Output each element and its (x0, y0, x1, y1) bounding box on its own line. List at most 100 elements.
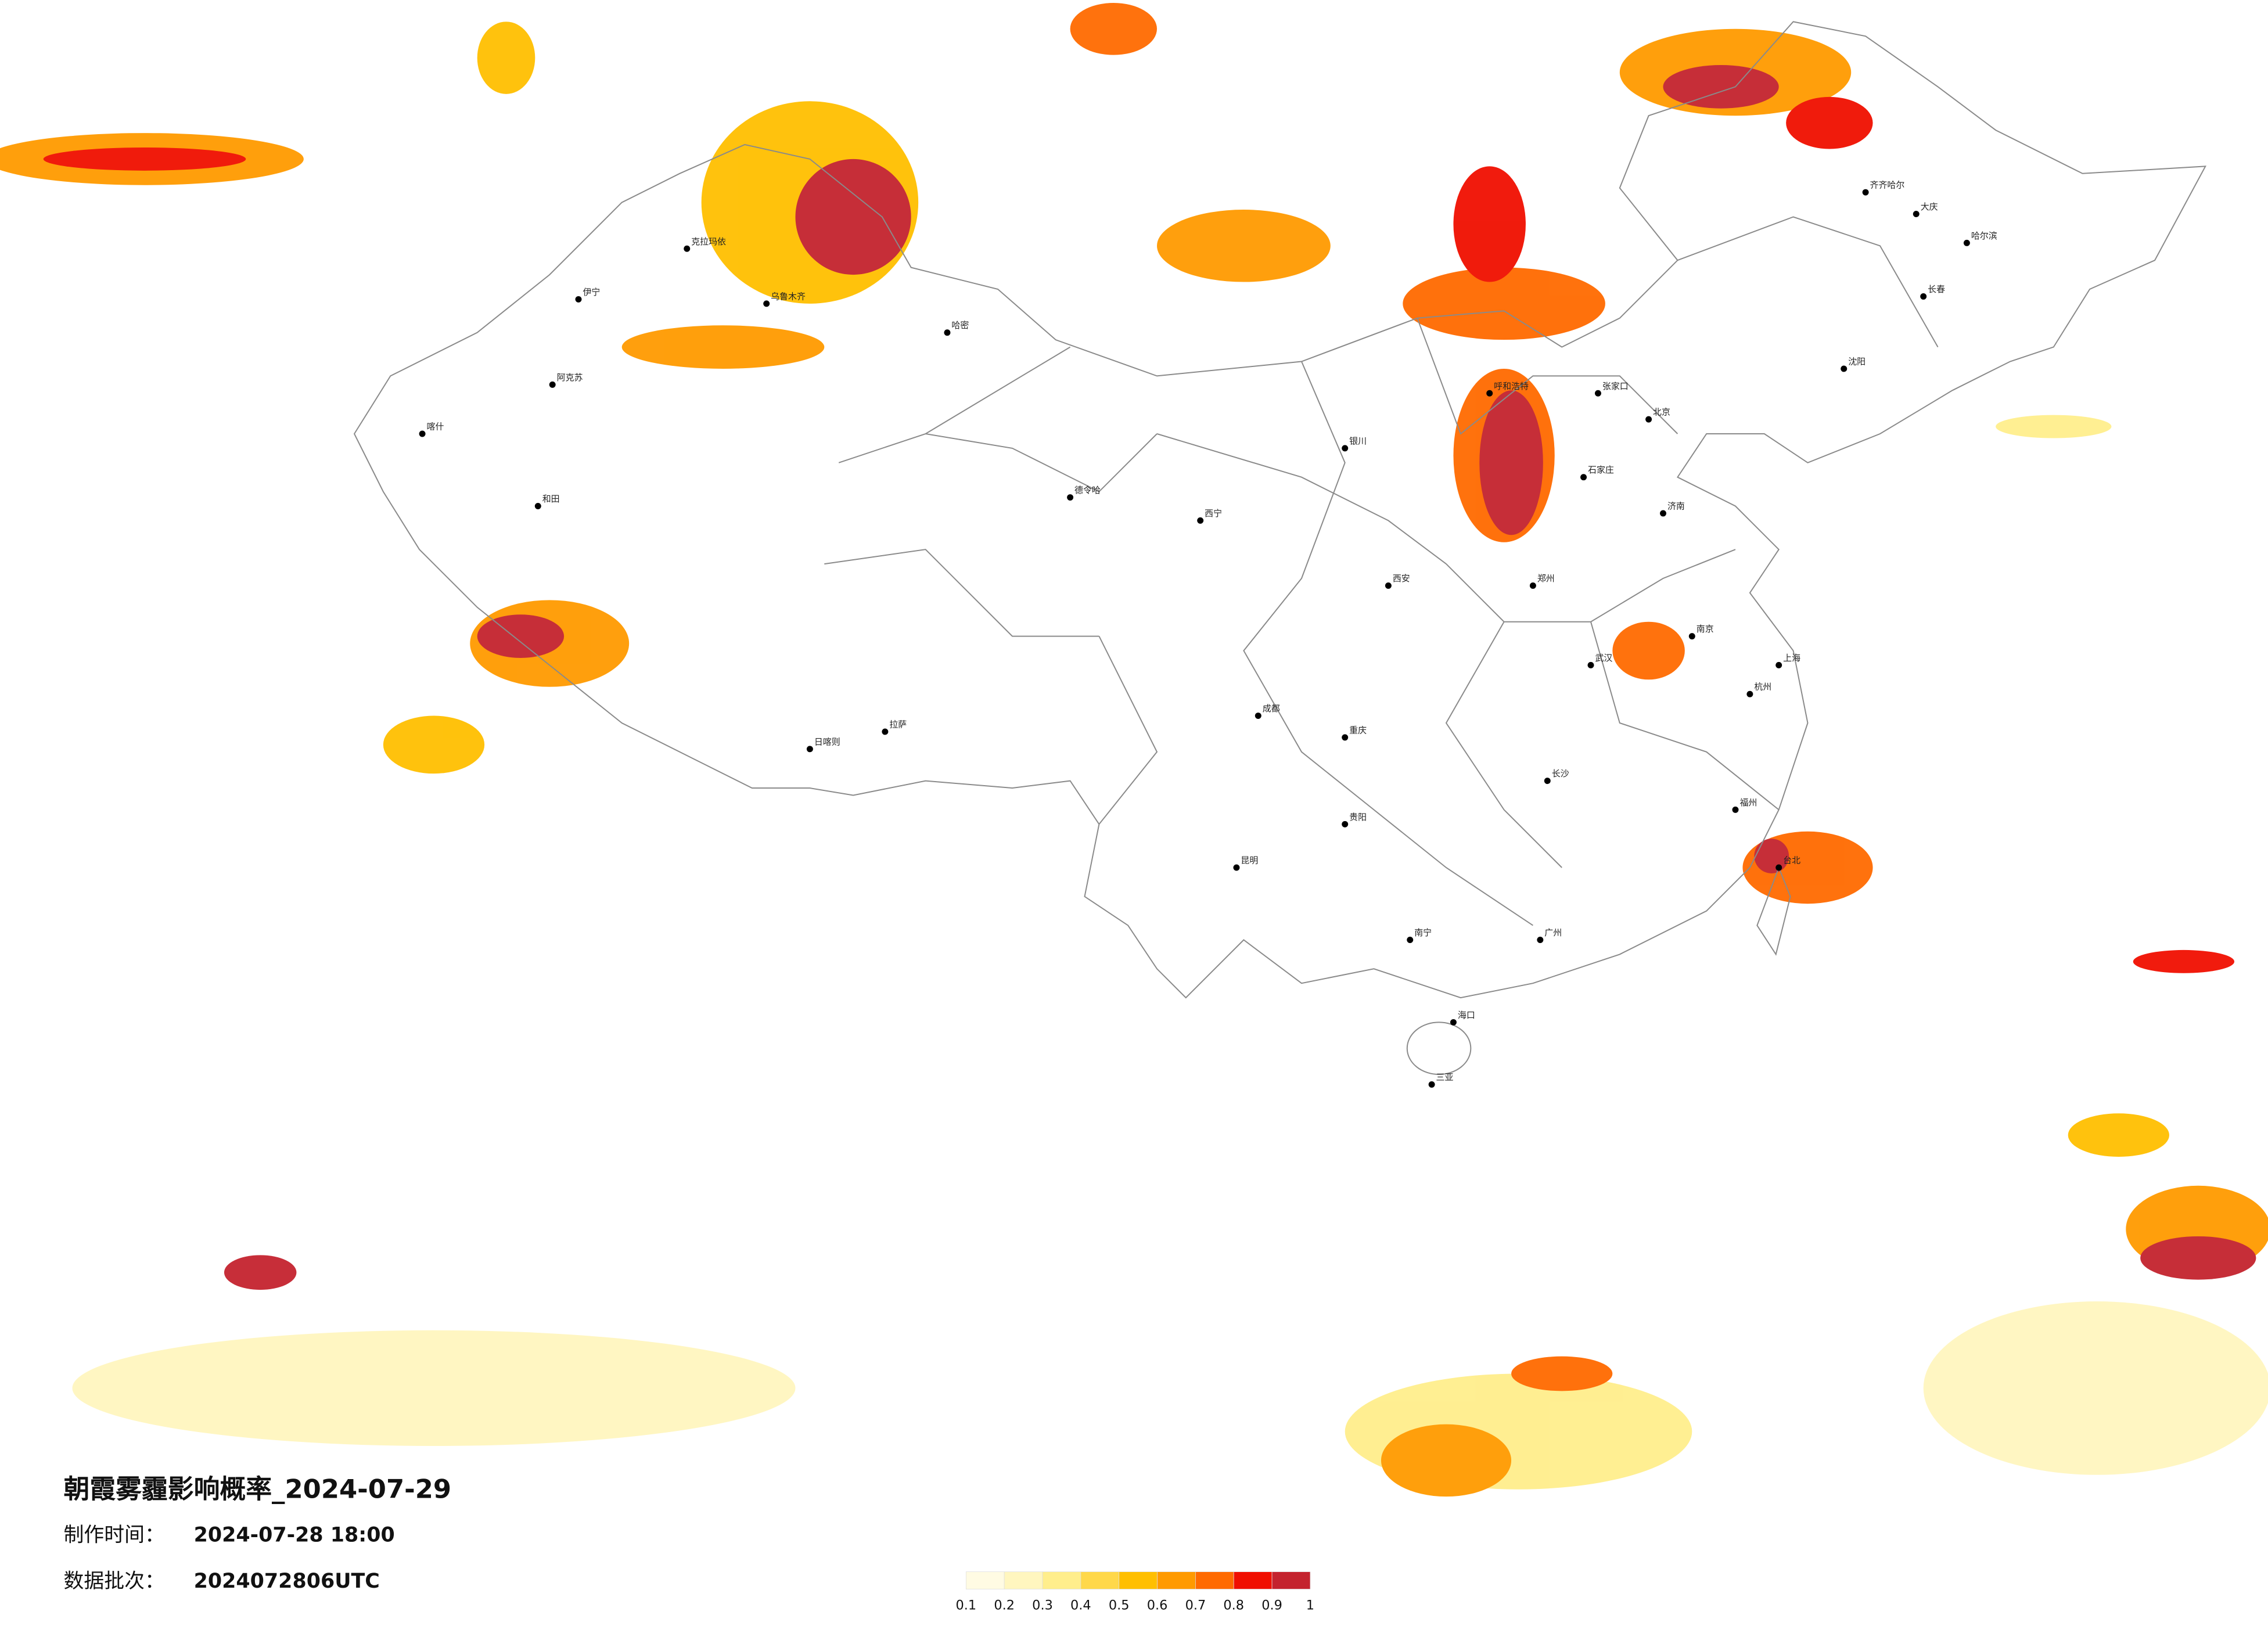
batch: 2024072806UTC (194, 1570, 380, 1593)
city-label: 阿克苏 (557, 372, 583, 383)
city-label: 北京 (1653, 407, 1670, 418)
legend-label: 0.9 (1261, 1598, 1282, 1613)
city-label: 石家庄 (1588, 465, 1614, 475)
city-label: 贵阳 (1349, 812, 1367, 822)
haze (1612, 621, 1685, 680)
city-label: 哈尔滨 (1971, 231, 1997, 241)
hainan (1406, 1021, 1472, 1075)
city-dot (1594, 390, 1601, 397)
legend-label: 0.3 (1032, 1598, 1053, 1613)
city-label: 伊宁 (583, 287, 600, 297)
title: 朝霞雾霾影响概率_2024-07-29 (64, 1474, 452, 1505)
city-dot (1963, 239, 1970, 246)
haze (1479, 390, 1543, 535)
city-dot (1775, 661, 1782, 668)
haze (795, 159, 911, 275)
city-label: 西安 (1393, 573, 1410, 584)
city-dot (1587, 661, 1594, 668)
city-label: 长春 (1928, 284, 1945, 294)
city-label: 海口 (1458, 1010, 1475, 1020)
legend-label: 0.4 (1070, 1598, 1091, 1613)
city-dot (1342, 734, 1349, 741)
city-label: 重庆 (1349, 725, 1367, 735)
city-label: 南宁 (1414, 927, 1432, 938)
legend-label: 0.5 (1109, 1598, 1130, 1613)
city-dot (684, 245, 691, 252)
city-dot (1862, 189, 1869, 196)
city-label: 台北 (1783, 855, 1800, 866)
city-dot (1544, 778, 1551, 785)
haze (72, 1330, 796, 1446)
city-label: 郑州 (1537, 573, 1555, 584)
legend-label: 0.6 (1147, 1598, 1168, 1613)
city-label: 上海 (1783, 653, 1800, 663)
city-dot (549, 381, 556, 388)
production-time-label: 制作时间： (64, 1523, 165, 1546)
city-label: 武汉 (1595, 653, 1612, 663)
legend-swatch (1042, 1571, 1081, 1589)
haze (477, 614, 565, 658)
city-dot (1233, 864, 1240, 871)
city-label: 大庆 (1921, 202, 1938, 212)
city-label: 呼和浩特 (1494, 381, 1529, 391)
legend: 0.1 0.2 0.3 0.4 0.5 0.6 0.7 0.8 0.9 1 (955, 1571, 1314, 1613)
city-dot (575, 296, 582, 303)
haze (1754, 839, 1789, 873)
city-label: 张家口 (1602, 381, 1629, 391)
city-dot (1385, 582, 1392, 589)
legend-swatch (1195, 1571, 1234, 1589)
city-dot (419, 430, 426, 437)
haze (383, 715, 485, 774)
city-label: 杭州 (1754, 682, 1771, 692)
city-dot (1486, 390, 1493, 397)
city-dot (1775, 864, 1782, 871)
city-label: 日喀则 (814, 736, 840, 747)
city-label: 成都 (1263, 703, 1280, 714)
haze (1381, 1424, 1512, 1497)
city-label: 福州 (1739, 797, 1757, 808)
city-dot (806, 746, 813, 753)
city-label: 沈阳 (1848, 356, 1866, 366)
legend-swatch (1080, 1571, 1120, 1589)
taiwan (1756, 866, 1791, 956)
china-border (353, 21, 2206, 999)
legend-label: 0.2 (994, 1598, 1015, 1613)
city-dot (1688, 633, 1695, 640)
batch-label: 数据批次： (64, 1570, 165, 1593)
city-dot (1913, 211, 1920, 217)
haze (1786, 96, 1873, 149)
city-label: 长沙 (1552, 768, 1569, 779)
city-label: 广州 (1544, 927, 1562, 938)
haze (621, 325, 825, 369)
city-dot (1342, 821, 1349, 828)
city-dot (1197, 517, 1204, 524)
city-label: 拉萨 (889, 719, 907, 729)
city-dot (1746, 690, 1753, 697)
city-dot (1645, 416, 1652, 423)
haze (1923, 1301, 2268, 1475)
city-dot (944, 329, 951, 336)
haze (1996, 415, 2112, 438)
city-dot (1920, 293, 1927, 300)
city-label: 乌鲁木齐 (771, 291, 806, 301)
city-dot (1407, 937, 1414, 943)
legend-label: 1 (1306, 1598, 1314, 1613)
legend-swatch (1004, 1571, 1043, 1589)
city-label: 德令哈 (1074, 485, 1101, 495)
city-dot (1067, 494, 1074, 501)
haze (2140, 1236, 2256, 1280)
city-label: 哈密 (951, 320, 969, 330)
legend-label: 0.8 (1223, 1598, 1244, 1613)
legend-swatch (1157, 1571, 1196, 1589)
haze (2133, 949, 2235, 973)
city-dot (1841, 365, 1848, 372)
city-dot (1428, 1081, 1435, 1088)
city-label: 济南 (1667, 501, 1685, 511)
legend-swatch (965, 1571, 1005, 1589)
city-dot (1537, 937, 1544, 943)
legend-swatch (1233, 1571, 1273, 1589)
haze (1403, 267, 1605, 340)
